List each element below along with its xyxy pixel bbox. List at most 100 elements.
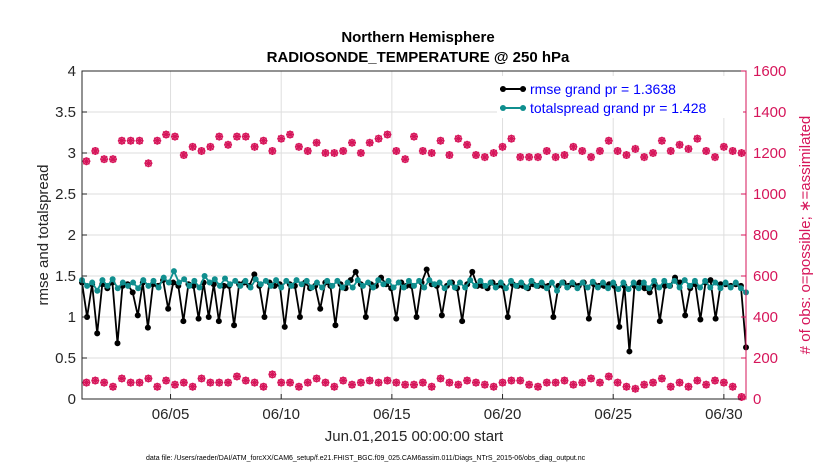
spread-point bbox=[651, 277, 658, 284]
spread-point bbox=[94, 287, 101, 294]
obs-assimilated-point bbox=[330, 382, 339, 391]
obs-assimilated-point bbox=[268, 146, 277, 155]
obs-assimilated-point bbox=[108, 155, 117, 164]
rmse-point bbox=[170, 279, 177, 286]
obs-assimilated-point bbox=[640, 153, 649, 162]
obs-assimilated-point bbox=[578, 378, 587, 387]
obs-assimilated-point bbox=[622, 151, 631, 160]
rmse-point bbox=[616, 323, 623, 330]
rmse-point bbox=[697, 316, 704, 323]
spread-point bbox=[656, 284, 663, 291]
rmse-point bbox=[656, 318, 663, 325]
spread-point bbox=[426, 277, 433, 284]
y-tick-label-right: 800 bbox=[753, 227, 778, 244]
spread-point bbox=[533, 282, 540, 289]
obs-assimilated-point bbox=[356, 378, 365, 387]
spread-point bbox=[176, 279, 183, 286]
spread-point bbox=[691, 277, 698, 284]
spread-point bbox=[385, 277, 392, 284]
obs-assimilated-point bbox=[348, 138, 357, 147]
obs-assimilated-point bbox=[525, 153, 534, 162]
spread-point bbox=[732, 279, 739, 286]
spread-point bbox=[283, 277, 290, 284]
obs-assimilated-point bbox=[162, 376, 171, 385]
obs-assimilated-point bbox=[507, 376, 516, 385]
obs-assimilated-point bbox=[215, 132, 224, 141]
obs-assimilated-point bbox=[117, 374, 126, 383]
obs-assimilated-point bbox=[144, 159, 153, 168]
obs-assimilated-point bbox=[595, 378, 604, 387]
y-tick-label-left: 2 bbox=[68, 227, 76, 244]
spread-point bbox=[405, 277, 412, 284]
right-axis: 0 200 400 600 800 1000 1200 1400 1600 bbox=[741, 63, 786, 408]
obs-assimilated-point bbox=[471, 151, 480, 160]
y-tick-label-left: 0 bbox=[68, 391, 76, 408]
x-tick-label: 06/10 bbox=[262, 406, 300, 423]
spread-point bbox=[661, 277, 668, 284]
spread-point bbox=[411, 282, 417, 289]
spread-point bbox=[89, 279, 96, 286]
spread-point bbox=[538, 279, 545, 286]
obs-assimilated-point bbox=[224, 140, 233, 149]
obs-assimilated-point bbox=[383, 130, 392, 139]
obs-assimilated-point bbox=[312, 138, 321, 147]
spread-point bbox=[140, 277, 147, 284]
spread-point bbox=[288, 282, 295, 289]
obs-assimilated-point bbox=[569, 380, 578, 389]
rmse-point bbox=[707, 277, 714, 284]
obs-assimilated-point bbox=[100, 378, 109, 387]
legend: rmse grand pr = 1.3638 totalspread grand… bbox=[497, 76, 743, 118]
obs-assimilated-point bbox=[259, 136, 268, 145]
spread-point bbox=[671, 277, 678, 284]
obs-assimilated-point bbox=[356, 149, 365, 157]
spread-point bbox=[492, 284, 499, 291]
rmse-point bbox=[682, 312, 689, 319]
rmse-point bbox=[251, 271, 258, 278]
obs-assimilated-point bbox=[197, 146, 206, 155]
rmse-point bbox=[281, 323, 288, 330]
rmse-point bbox=[352, 268, 359, 275]
spread-point bbox=[298, 281, 305, 288]
obs-assimilated-point bbox=[595, 146, 604, 155]
spread-point bbox=[119, 279, 126, 286]
obs-assimilated-point bbox=[675, 140, 684, 149]
legend-rmse-label: rmse grand pr = 1.3638 bbox=[530, 81, 676, 97]
obs-assimilated-point bbox=[153, 136, 162, 145]
obs-assimilated-point bbox=[170, 132, 179, 141]
spread-point bbox=[722, 279, 729, 286]
spread-point bbox=[165, 279, 172, 286]
obs-assimilated-point bbox=[418, 146, 427, 155]
spread-point bbox=[712, 279, 719, 286]
spread-point bbox=[467, 277, 474, 284]
y-tick-label-left: 3 bbox=[68, 145, 76, 162]
spread-point bbox=[554, 287, 561, 294]
obs-assimilated-point bbox=[144, 374, 153, 383]
x-tick-label: 06/30 bbox=[705, 406, 743, 423]
rmse-point bbox=[296, 314, 303, 320]
obs-assimilated-point bbox=[622, 382, 631, 391]
spread-point bbox=[124, 282, 131, 289]
obs-assimilated-point bbox=[170, 380, 179, 389]
rmse-point bbox=[231, 322, 238, 329]
spread-point bbox=[390, 284, 397, 291]
obs-assimilated-point bbox=[454, 134, 463, 143]
rmse-point bbox=[261, 314, 268, 320]
obs-assimilated-point bbox=[339, 376, 348, 385]
x-tick-label: 06/25 bbox=[594, 406, 632, 423]
spread-point bbox=[308, 284, 315, 291]
spread-point bbox=[319, 284, 326, 291]
obs-assimilated-point bbox=[179, 378, 188, 387]
spread-point bbox=[329, 282, 336, 289]
spread-point bbox=[227, 281, 234, 288]
obs-assimilated-point bbox=[135, 136, 144, 145]
obs-assimilated-point bbox=[507, 134, 516, 143]
spread-point bbox=[375, 277, 382, 284]
obs-assimilated-point bbox=[392, 378, 401, 387]
spread-point bbox=[727, 284, 734, 291]
spread-point bbox=[211, 276, 218, 283]
spread-point bbox=[518, 279, 525, 286]
rmse-point bbox=[393, 315, 400, 322]
spread-point bbox=[247, 284, 254, 291]
spread-point bbox=[446, 279, 453, 286]
obs-assimilated-point bbox=[348, 380, 357, 389]
